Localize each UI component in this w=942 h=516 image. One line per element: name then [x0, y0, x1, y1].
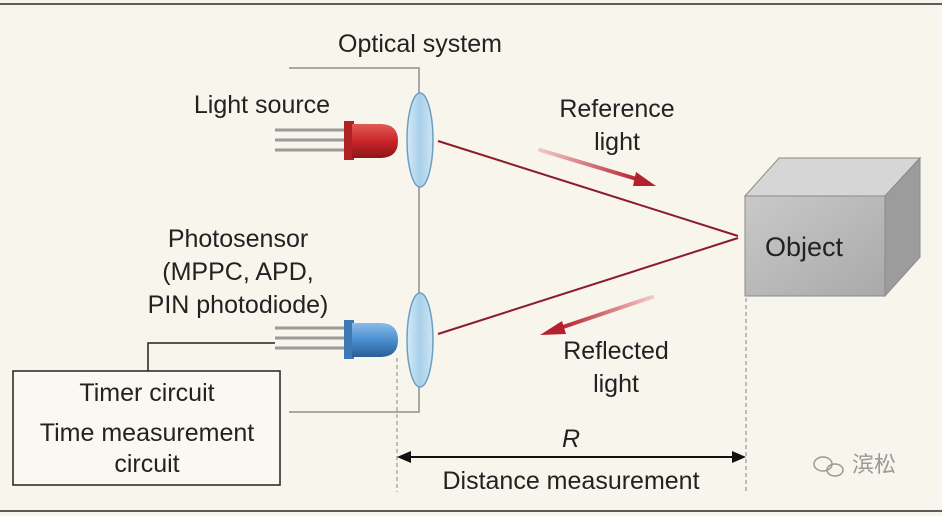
light-source-label: Light source [194, 91, 330, 119]
reflected-direction-arrow [540, 295, 654, 335]
sensor-to-timer-wire [147, 342, 275, 371]
upper-lens-icon [406, 92, 434, 188]
reflected-light-label-2: light [593, 370, 639, 398]
optical-system-housing [289, 67, 420, 413]
optical-system-label: Optical system [338, 30, 502, 58]
distance-measurement-label: Distance measurement [442, 467, 699, 495]
object-label: Object [765, 232, 844, 262]
reflected-beam [437, 237, 739, 335]
red-led-icon [275, 121, 398, 160]
reflected-light-label: Reflected [563, 337, 669, 365]
timer-circuit-label: Timer circuit [79, 379, 214, 407]
photosensor-label: Photosensor [168, 225, 308, 253]
reference-beam [437, 140, 739, 237]
photosensor-types-label: (MPPC, APD, [162, 258, 313, 286]
object-cube-icon [743, 156, 922, 298]
blue-photodiode-icon [275, 320, 398, 359]
distance-arrow [397, 451, 746, 463]
timer-circuit-box [12, 370, 281, 486]
photosensor-types-label-2: PIN photodiode) [148, 291, 329, 319]
distance-symbol: R [562, 425, 580, 453]
time-measurement-label-2: circuit [114, 450, 179, 478]
watermark-text: 滨松 [852, 453, 896, 478]
reference-light-label: Reference [559, 95, 674, 123]
time-measurement-label: Time measurement [40, 419, 254, 447]
lower-lens-icon [406, 292, 434, 388]
reference-light-label-2: light [594, 128, 640, 156]
reference-direction-arrow [538, 148, 656, 186]
wechat-logo-icon [813, 456, 844, 477]
